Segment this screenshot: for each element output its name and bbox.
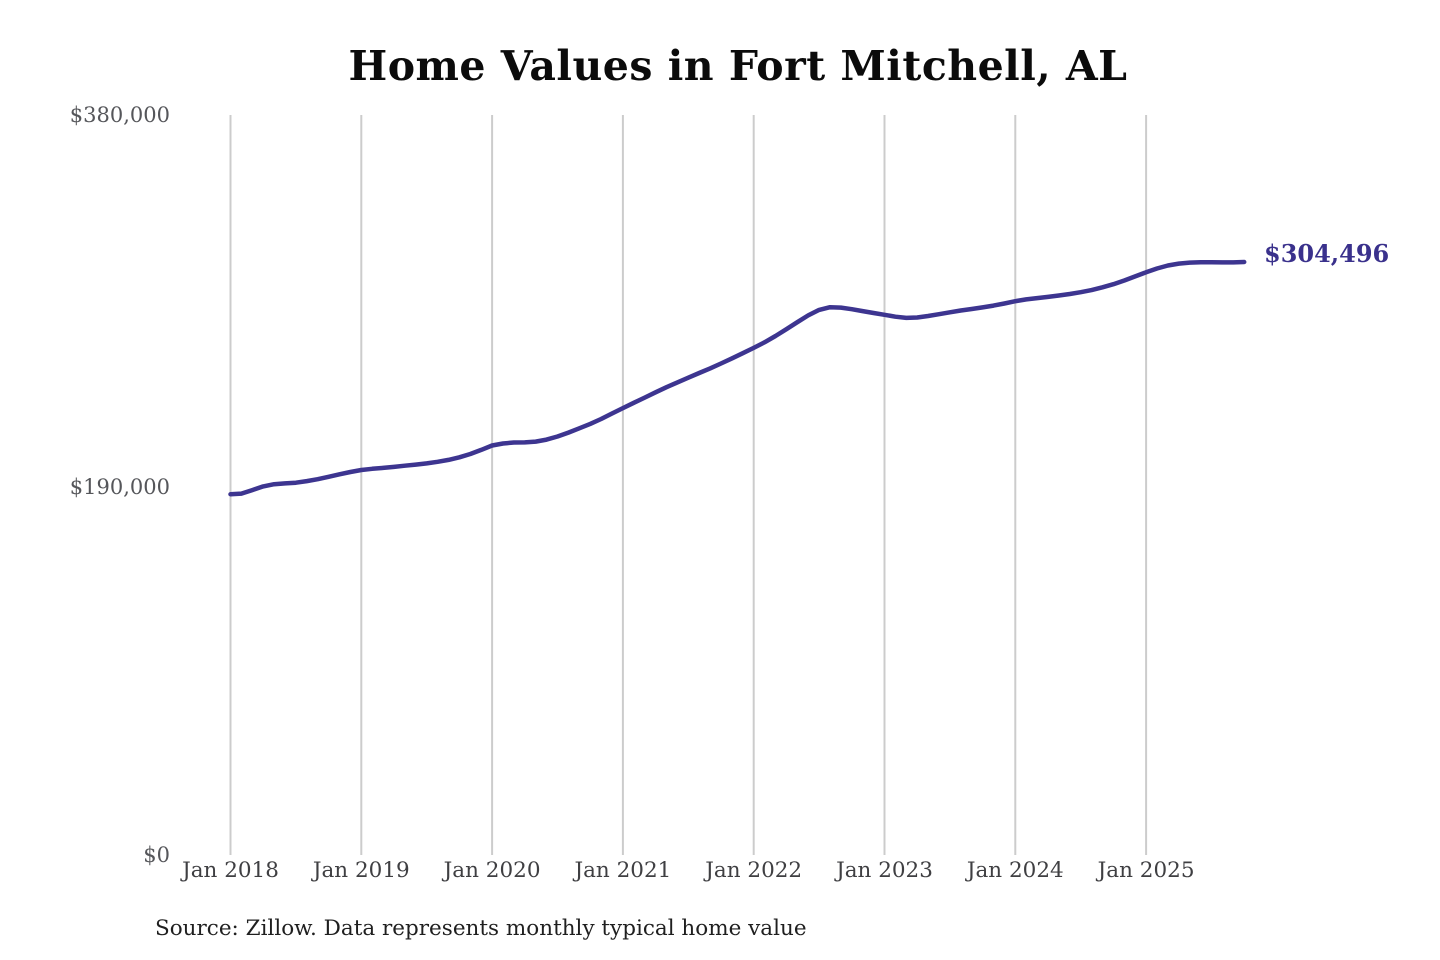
chart-title: Home Values in Fort Mitchell, AL	[348, 42, 1128, 90]
x-axis-tick-label: Jan 2020	[443, 858, 541, 883]
x-axis-tick-label: Jan 2018	[182, 858, 279, 883]
x-axis-tick-label: Jan 2021	[574, 858, 672, 883]
x-axis-tick-label: Jan 2023	[836, 858, 933, 883]
y-axis-tick-label-190000: $190,000	[69, 475, 170, 499]
x-axis-tick-label: Jan 2024	[966, 858, 1064, 883]
x-axis-tick-label: Jan 2025	[1097, 858, 1195, 883]
latest-value-label: $304,496	[1264, 239, 1390, 268]
home-value-line	[228, 259, 1247, 497]
source-note: Source: Zillow. Data represents monthly …	[155, 916, 807, 941]
x-axis-tick-label: Jan 2022	[705, 858, 803, 883]
y-axis-tick-label-0: $0	[143, 843, 170, 867]
y-axis-tick-label-380000: $380,000	[69, 103, 170, 127]
x-axis-tick-label: Jan 2019	[312, 858, 410, 883]
